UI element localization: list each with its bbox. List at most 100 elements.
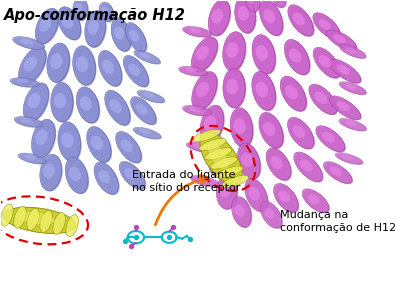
- Ellipse shape: [120, 162, 146, 190]
- Text: Mudança na
conformação de H12: Mudança na conformação de H12: [280, 211, 396, 233]
- Ellipse shape: [231, 197, 251, 227]
- Ellipse shape: [21, 118, 32, 123]
- Ellipse shape: [221, 175, 248, 187]
- Ellipse shape: [288, 118, 314, 149]
- Ellipse shape: [191, 72, 216, 110]
- Ellipse shape: [341, 154, 352, 160]
- Ellipse shape: [339, 46, 366, 59]
- Ellipse shape: [111, 18, 130, 51]
- Ellipse shape: [191, 177, 219, 187]
- Ellipse shape: [18, 212, 55, 224]
- Ellipse shape: [3, 207, 76, 233]
- Ellipse shape: [344, 120, 355, 126]
- Ellipse shape: [18, 153, 46, 164]
- Ellipse shape: [178, 66, 207, 76]
- Ellipse shape: [23, 57, 37, 72]
- Ellipse shape: [48, 44, 70, 83]
- Ellipse shape: [344, 47, 355, 53]
- Ellipse shape: [273, 183, 297, 212]
- Ellipse shape: [208, 140, 229, 177]
- Ellipse shape: [299, 159, 312, 171]
- Ellipse shape: [126, 23, 147, 53]
- Ellipse shape: [41, 155, 63, 192]
- Ellipse shape: [255, 82, 267, 97]
- Ellipse shape: [263, 208, 274, 219]
- Ellipse shape: [65, 157, 88, 193]
- Ellipse shape: [283, 39, 309, 75]
- Ellipse shape: [66, 215, 78, 237]
- Ellipse shape: [329, 166, 341, 176]
- Ellipse shape: [125, 23, 146, 52]
- Ellipse shape: [50, 53, 62, 69]
- Ellipse shape: [80, 96, 92, 111]
- Ellipse shape: [329, 96, 360, 119]
- Ellipse shape: [255, 45, 267, 61]
- Ellipse shape: [189, 28, 200, 33]
- Ellipse shape: [72, 46, 95, 85]
- Ellipse shape: [123, 55, 148, 87]
- Ellipse shape: [293, 152, 321, 182]
- Ellipse shape: [74, 3, 82, 12]
- Ellipse shape: [288, 6, 314, 37]
- Ellipse shape: [119, 161, 145, 189]
- Ellipse shape: [135, 104, 147, 115]
- Ellipse shape: [218, 184, 230, 198]
- Ellipse shape: [270, 0, 285, 7]
- Ellipse shape: [261, 202, 282, 229]
- Ellipse shape: [216, 175, 236, 209]
- Text: Entrada do ligante
no sítio do receptor: Entrada do ligante no sítio do receptor: [132, 170, 240, 193]
- Ellipse shape: [222, 32, 245, 71]
- Ellipse shape: [333, 34, 345, 43]
- Ellipse shape: [217, 176, 238, 210]
- Ellipse shape: [128, 63, 139, 76]
- Ellipse shape: [225, 42, 238, 58]
- Ellipse shape: [120, 139, 133, 152]
- Ellipse shape: [14, 37, 45, 50]
- Ellipse shape: [196, 177, 208, 182]
- Ellipse shape: [237, 143, 260, 179]
- Ellipse shape: [61, 132, 73, 148]
- Ellipse shape: [338, 82, 365, 94]
- Ellipse shape: [51, 82, 73, 122]
- Ellipse shape: [260, 201, 281, 228]
- Ellipse shape: [246, 0, 254, 4]
- Ellipse shape: [85, 10, 105, 47]
- Ellipse shape: [323, 162, 351, 183]
- Ellipse shape: [131, 98, 157, 125]
- Ellipse shape: [94, 162, 118, 194]
- Ellipse shape: [192, 72, 218, 111]
- Ellipse shape: [133, 50, 160, 64]
- Ellipse shape: [252, 72, 276, 111]
- Ellipse shape: [199, 132, 242, 185]
- Ellipse shape: [40, 154, 61, 191]
- Ellipse shape: [100, 3, 115, 23]
- Ellipse shape: [85, 11, 106, 48]
- Ellipse shape: [88, 127, 112, 163]
- Ellipse shape: [183, 27, 212, 38]
- Ellipse shape: [98, 170, 110, 183]
- Ellipse shape: [285, 40, 310, 76]
- Ellipse shape: [344, 84, 355, 89]
- Ellipse shape: [223, 69, 246, 109]
- Ellipse shape: [193, 129, 220, 142]
- Ellipse shape: [95, 163, 119, 195]
- Ellipse shape: [312, 13, 339, 39]
- Ellipse shape: [308, 84, 336, 114]
- Ellipse shape: [134, 128, 162, 140]
- Ellipse shape: [18, 47, 46, 84]
- Ellipse shape: [104, 90, 130, 125]
- Ellipse shape: [312, 47, 339, 78]
- Ellipse shape: [234, 0, 255, 33]
- Ellipse shape: [143, 92, 154, 98]
- Ellipse shape: [270, 156, 282, 169]
- Ellipse shape: [324, 162, 352, 184]
- Ellipse shape: [191, 37, 217, 72]
- Ellipse shape: [284, 85, 297, 99]
- Ellipse shape: [252, 35, 274, 74]
- Ellipse shape: [315, 126, 344, 152]
- Ellipse shape: [74, 47, 96, 86]
- Ellipse shape: [204, 148, 231, 160]
- Ellipse shape: [99, 2, 113, 22]
- Ellipse shape: [87, 127, 111, 162]
- Ellipse shape: [238, 144, 261, 180]
